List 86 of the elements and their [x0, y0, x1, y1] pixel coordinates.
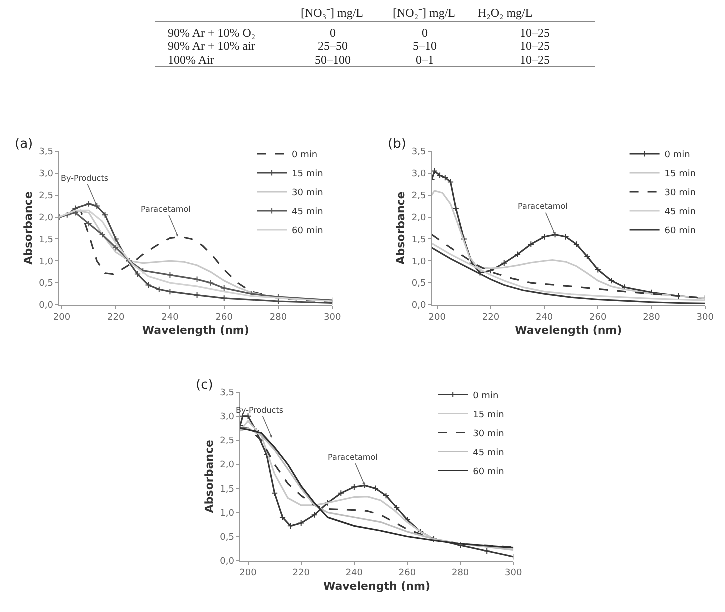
x-tick-label: 220: [107, 312, 125, 323]
x-tick-label: 260: [398, 568, 416, 579]
legend-label: 60 min: [292, 226, 324, 236]
text: 0–1: [416, 53, 434, 67]
text: 10–25: [520, 53, 550, 67]
legend-label: 60 min: [664, 226, 696, 236]
y-tick-label: 1,0: [412, 257, 426, 268]
y-tick-label: 0,5: [412, 279, 426, 290]
y-tick-label: 3,0: [39, 170, 54, 180]
legend-label: 45 min: [473, 448, 504, 458]
y-tick-label: 1,5: [39, 235, 54, 246]
x-tick-label: 280: [452, 568, 470, 579]
legend-label: 15 min: [664, 169, 696, 180]
x-tick-label: 260: [216, 312, 234, 323]
x-axis-title: Wavelength (nm): [142, 324, 250, 337]
x-tick-label: 300: [324, 312, 342, 323]
y-tick-label: 2,0: [39, 213, 54, 224]
y-tick-label: 3,5: [220, 388, 234, 398]
text: 10–25: [520, 39, 550, 53]
text: 90% Ar + 10% air: [168, 39, 256, 53]
legend-label: 45 min: [292, 207, 324, 218]
y-tick-label: 3,0: [412, 170, 426, 180]
annotation: By-Products: [61, 174, 109, 183]
y-axis-title: Absorbance: [202, 440, 216, 514]
x-tick-label: 220: [292, 568, 310, 579]
legend-label: 30 min: [664, 188, 696, 198]
legend-label: 0 min: [473, 391, 499, 402]
legend-label: 30 min: [292, 188, 324, 198]
y-tick-label: 0,5: [220, 532, 234, 543]
y-tick-label: 1,5: [412, 235, 426, 246]
x-tick-label: 200: [53, 312, 71, 323]
legend-label: 30 min: [473, 429, 504, 440]
text: 50–100: [315, 53, 351, 67]
y-tick-label: 0,0: [220, 557, 235, 567]
y-tick-label: 1,5: [220, 484, 234, 495]
x-tick-label: 300: [696, 312, 714, 323]
annotation: Paracetamol: [141, 205, 191, 214]
y-tick-label: 2,0: [412, 213, 426, 224]
y-tick-label: 2,0: [220, 460, 235, 471]
x-tick-label: 280: [643, 312, 661, 323]
y-tick-label: 1,0: [220, 508, 235, 519]
text: [NO₂⁻] mg/L: [393, 6, 456, 20]
y-tick-label: 3,0: [220, 412, 235, 423]
annotation: By-Products: [236, 406, 284, 415]
x-tick-label: 260: [590, 312, 608, 323]
text: [NO₃⁻] mg/L: [301, 6, 364, 20]
x-tick-label: 240: [536, 312, 554, 323]
text: 0: [422, 26, 428, 40]
text: 10–25: [520, 26, 550, 40]
x-axis-title: Wavelength (nm): [515, 324, 622, 337]
legend-label: 60 min: [473, 467, 504, 478]
y-tick-label: 3,5: [39, 148, 54, 158]
y-tick-label: 0,0: [412, 301, 426, 312]
legend-label: 15 min: [292, 169, 324, 180]
x-axis-title: Wavelength (nm): [323, 580, 430, 593]
y-tick-label: 3,5: [412, 148, 426, 158]
y-tick-label: 2,5: [412, 192, 426, 202]
x-tick-label: 240: [346, 568, 364, 579]
y-tick-label: 2,5: [39, 192, 54, 202]
x-tick-label: 280: [270, 312, 288, 323]
x-tick-label: 220: [482, 312, 500, 323]
legend-label: 0 min: [292, 150, 318, 160]
chart-title: (a): [15, 137, 34, 152]
text: H₂O₂ mg/L: [478, 6, 533, 20]
x-tick-label: 240: [162, 312, 180, 323]
y-axis-title: Absorbance: [394, 192, 408, 265]
y-tick-label: 2,5: [220, 436, 234, 447]
y-axis-title: Absorbance: [22, 192, 35, 265]
text: 100% Air: [168, 53, 214, 67]
chart-title: (b): [388, 137, 406, 152]
x-tick-label: 200: [240, 568, 258, 579]
annotation: Paracetamol: [518, 202, 568, 211]
y-tick-label: 0,0: [39, 301, 54, 312]
text: 90% Ar + 10% O₂: [168, 26, 256, 40]
text: 0: [330, 26, 336, 40]
legend-label: 15 min: [473, 410, 504, 420]
y-tick-label: 1,0: [39, 257, 54, 268]
annotation: Paracetamol: [328, 453, 378, 462]
text: 25–50: [318, 39, 348, 53]
x-tick-label: 200: [428, 312, 446, 323]
text: 5–10: [413, 39, 437, 53]
legend-label: 45 min: [664, 207, 696, 218]
y-tick-label: 0,5: [39, 279, 54, 290]
legend-label: 0 min: [664, 150, 690, 160]
chart-title: (c): [196, 378, 214, 393]
x-tick-label: 300: [505, 568, 523, 579]
